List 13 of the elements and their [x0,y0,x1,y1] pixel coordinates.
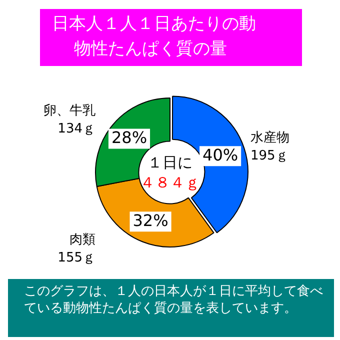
slice-label: 肉類 [70,232,96,248]
data-label: 40% [202,145,238,164]
slice-label: 卵、牛乳 [44,103,96,118]
data-label: 32% [132,210,168,230]
chart-title: 日本人１人１日あたりの動物性たんぱく質の量 [40,9,302,66]
text: ４８４ｇ [140,173,200,192]
text: １日に [148,153,192,172]
text: 155ｇ [58,250,96,266]
text: このグラフは、１人の日本人が１日に平均して食べている動物性たんぱく質の量を表しています。 [8,279,334,337]
text: 134ｇ [58,121,96,136]
text: 195ｇ [250,148,288,164]
slice-label: 水産物 [250,129,290,146]
data-label: 28% [111,128,148,147]
